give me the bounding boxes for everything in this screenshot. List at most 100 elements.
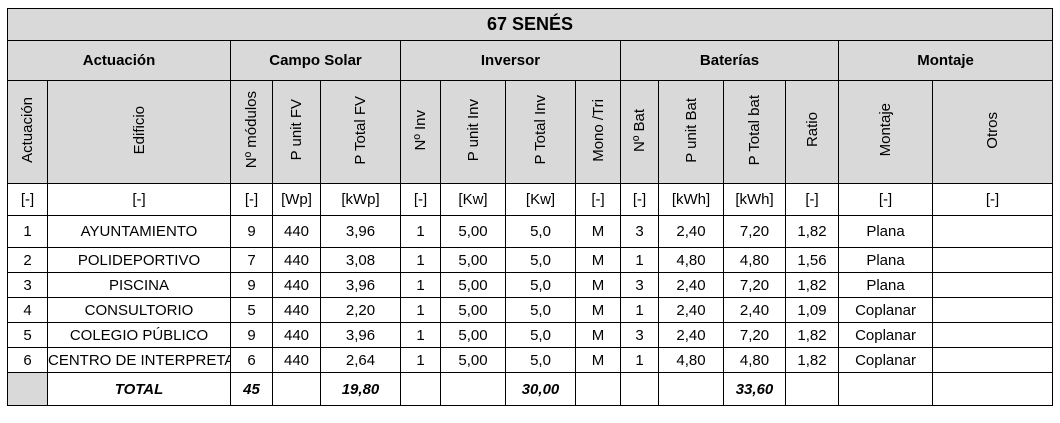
- data-cell: Coplanar: [838, 347, 933, 373]
- data-cell: [931, 347, 1054, 373]
- column-header-text: P unit Inv: [464, 98, 482, 162]
- unit-cell: [Kw]: [440, 183, 506, 216]
- data-cell: 2,40: [658, 322, 724, 348]
- data-cell: 1,56: [785, 247, 839, 273]
- data-cell: AYUNTAMIENTO: [47, 215, 231, 248]
- data-cell: 9: [230, 322, 273, 348]
- data-cell: M: [575, 322, 621, 348]
- column-header-text: Mono /Tri: [589, 98, 607, 162]
- group-header: Campo Solar: [230, 40, 401, 81]
- data-cell: 1,82: [785, 272, 839, 298]
- data-cell: [931, 272, 1054, 298]
- data-cell: 3: [620, 215, 659, 248]
- data-cell: 1,82: [785, 322, 839, 348]
- column-header: Nº módulos: [230, 80, 273, 184]
- data-cell: M: [575, 347, 621, 373]
- column-header: Mono /Tri: [575, 80, 621, 184]
- empty-cell: [440, 372, 506, 406]
- unit-cell: [-]: [620, 183, 659, 216]
- data-row: 2 POLIDEPORTIVO 7 440 3,08 1 5,00 5,0 M 1 4,80 4,80…: [7, 247, 1054, 273]
- empty-cell: [400, 372, 441, 406]
- data-cell: Coplanar: [838, 297, 933, 323]
- data-cell: 7,20: [723, 215, 786, 248]
- group-row: Actuación Campo Solar Inversor Baterías Mont…: [7, 40, 1054, 81]
- empty-cell: [838, 372, 933, 406]
- data-cell: 4,80: [723, 247, 786, 273]
- column-header-text: Actuación: [19, 97, 36, 163]
- column-header-text: Montaje: [877, 103, 894, 157]
- unit-cell: [kWp]: [320, 183, 401, 216]
- column-header-text: P unit Bat: [682, 97, 700, 163]
- data-cell: 1: [620, 247, 659, 273]
- unit-cell: [Wp]: [272, 183, 321, 216]
- data-cell: 4,80: [723, 347, 786, 373]
- data-cell: 1,09: [785, 297, 839, 323]
- data-cell: 7,20: [723, 322, 786, 348]
- data-cell: 3: [620, 272, 659, 298]
- data-cell: 5,0: [505, 272, 576, 298]
- unit-cell: [kWh]: [723, 183, 786, 216]
- empty-cell: [931, 372, 1054, 406]
- total-cell: 30,00: [505, 372, 576, 406]
- data-cell: [931, 297, 1054, 323]
- data-cell: 3,96: [320, 215, 401, 248]
- column-header-text: P unit FV: [288, 99, 305, 161]
- total-row: TOTAL 45 19,80 30,00 33,60: [7, 372, 1054, 406]
- data-cell: 3,08: [320, 247, 401, 273]
- group-header: Montaje: [837, 40, 1054, 81]
- unit-cell: [-]: [575, 183, 621, 216]
- column-header-text: Nº Bat: [631, 108, 648, 152]
- data-cell: [931, 247, 1054, 273]
- unit-cell: [-]: [931, 183, 1054, 216]
- table-title: 67 SENÉS: [6, 8, 1054, 41]
- data-cell: 5,0: [505, 347, 576, 373]
- column-header: Edificio: [47, 80, 231, 184]
- data-cell: 1,82: [785, 215, 839, 248]
- data-cell: PISCINA: [47, 272, 231, 298]
- data-cell: 5: [7, 322, 48, 348]
- column-header-text: P Total FV: [352, 95, 369, 165]
- data-cell: 7: [230, 247, 273, 273]
- data-cell: 6: [230, 347, 273, 373]
- data-row: 1 AYUNTAMIENTO 9 440 3,96 1 5,00 5,0 M 3 2,40 7,20 1…: [7, 215, 1054, 248]
- column-header: P Total Inv: [505, 80, 576, 184]
- data-cell: 2,40: [658, 272, 724, 298]
- empty-cell: [272, 372, 321, 406]
- data-cell: CONSULTORIO: [47, 297, 231, 323]
- empty-cell: [575, 372, 621, 406]
- column-header: Montaje: [838, 80, 933, 184]
- column-header-text: Nº Inv: [412, 109, 429, 151]
- title-row: 67 SENÉS: [6, 8, 1054, 41]
- column-header: P Total bat: [723, 80, 786, 184]
- empty-cell: [7, 372, 48, 406]
- column-header: P unit FV: [272, 80, 321, 184]
- column-header-text: Otros: [984, 111, 1002, 149]
- data-cell: 5,00: [440, 297, 506, 323]
- data-cell: 9: [230, 215, 273, 248]
- empty-cell: [658, 372, 724, 406]
- data-cell: M: [575, 297, 621, 323]
- total-cell: 45: [230, 372, 273, 406]
- column-header-text: P Total Inv: [532, 95, 549, 165]
- data-cell: 3,96: [320, 272, 401, 298]
- column-header: P unit Inv: [440, 80, 506, 184]
- column-header: Actuación: [7, 80, 48, 184]
- data-cell: COLEGIO PÚBLICO: [47, 322, 231, 348]
- data-cell: 6: [7, 347, 48, 373]
- data-cell: 5,00: [440, 322, 506, 348]
- column-header: Otros: [931, 80, 1054, 184]
- data-cell: 5,0: [505, 322, 576, 348]
- data-cell: 1: [400, 347, 441, 373]
- data-cell: 4: [7, 297, 48, 323]
- data-cell: 2,64: [320, 347, 401, 373]
- data-cell: 5,00: [440, 215, 506, 248]
- data-cell: 440: [272, 247, 321, 273]
- data-cell: Plana: [838, 272, 933, 298]
- unit-cell: [-]: [7, 183, 48, 216]
- data-cell: 5,0: [505, 297, 576, 323]
- data-cell: Plana: [838, 215, 933, 248]
- column-header-text: Nº módulos: [243, 91, 260, 169]
- data-cell: 440: [272, 297, 321, 323]
- data-cell: 1: [400, 215, 441, 248]
- data-cell: 1: [620, 347, 659, 373]
